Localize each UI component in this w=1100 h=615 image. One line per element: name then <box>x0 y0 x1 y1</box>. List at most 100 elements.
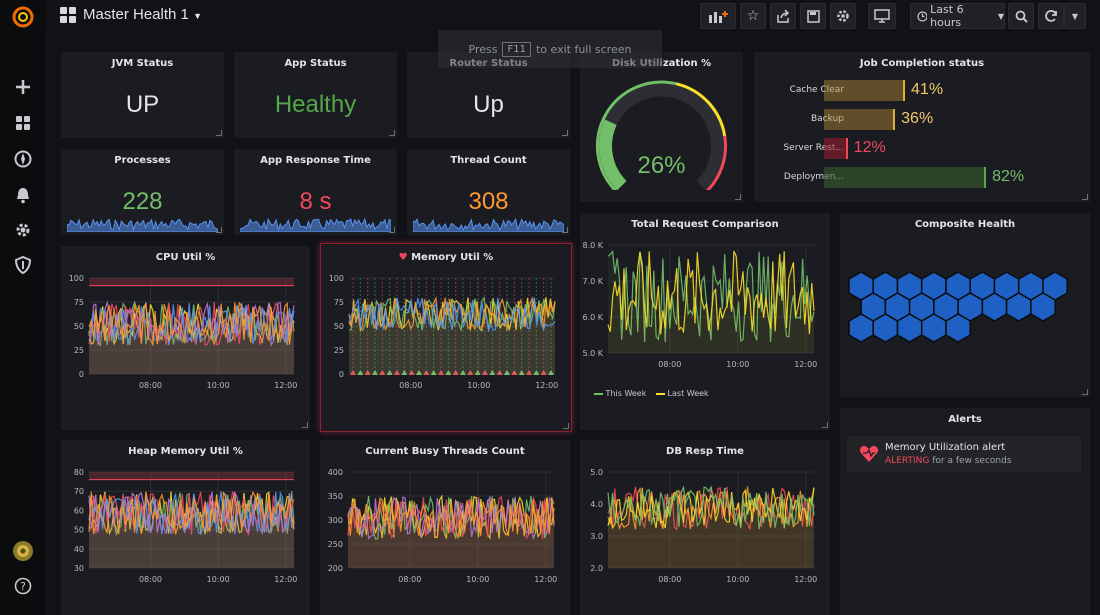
share-button[interactable] <box>770 3 796 29</box>
refresh-interval-dropdown[interactable]: ▼ <box>1064 3 1086 29</box>
series-line <box>607 485 815 530</box>
settings-gear-icon[interactable] <box>8 215 38 245</box>
y-tick-label: 80 <box>74 468 84 477</box>
y-tick-label: 0 <box>339 370 344 379</box>
panel-title: CPU Util % <box>155 252 216 263</box>
hexagon-cell <box>920 313 947 343</box>
panel-title: Current Busy Threads Count <box>365 446 525 457</box>
job-bar <box>824 138 848 159</box>
annotation-marker <box>548 370 554 375</box>
hexagon-cell <box>848 313 874 343</box>
router-status-value: Up <box>473 91 504 118</box>
panel-title: Total Request Comparison <box>631 219 779 230</box>
help-icon[interactable]: ? <box>8 571 38 601</box>
resize-handle[interactable] <box>1082 389 1088 395</box>
series-area <box>89 491 294 568</box>
db-resp-time-chart: 5.0 4.0 3.0 2.0 08:00 10:00 12:00 <box>590 468 817 584</box>
y-tick-label: 400 <box>328 468 343 477</box>
top-navbar: Master Health 1 ▼ ☆ Last 6 hours ▼ ▼ <box>46 0 1100 34</box>
resize-handle[interactable] <box>389 227 395 233</box>
hint-suffix: to exit full screen <box>535 42 632 56</box>
series-area <box>608 487 814 568</box>
job-row: Server Rest... 12% <box>754 138 1090 160</box>
refresh-button[interactable] <box>1038 3 1064 29</box>
save-icon <box>806 9 820 23</box>
panel-title: Alerts <box>948 414 982 425</box>
y-tick-label: 100 <box>329 274 344 283</box>
y-tick-label: 30 <box>74 564 84 573</box>
heart-alert-icon <box>859 445 879 462</box>
resize-handle[interactable] <box>562 227 568 233</box>
legend-swatch <box>594 392 603 395</box>
x-tick-label: 08:00 <box>658 360 681 369</box>
annotation-marker <box>460 370 466 375</box>
monitor-icon <box>874 9 890 23</box>
legend-item-this-week[interactable]: This Week <box>594 389 646 398</box>
annotation-marker <box>350 370 356 375</box>
y-tick-label: 50 <box>334 322 344 331</box>
y-tick-label: 60 <box>74 506 84 515</box>
y-tick-label: 200 <box>328 564 343 573</box>
series-area <box>89 302 294 374</box>
save-button[interactable] <box>800 3 826 29</box>
resize-handle[interactable] <box>302 422 308 428</box>
panel-title: Thread Count <box>450 155 527 166</box>
job-label: Cache Clear <box>789 85 844 95</box>
resize-handle[interactable] <box>216 227 222 233</box>
zoom-out-button[interactable] <box>1008 3 1034 29</box>
hint-key: F11 <box>502 41 531 57</box>
resize-handle[interactable] <box>562 130 568 136</box>
star-button[interactable]: ☆ <box>740 3 766 29</box>
alerts-panel: Alerts Memory Utilization alert ALERTING… <box>840 408 1090 615</box>
resize-handle[interactable] <box>822 422 828 428</box>
disk-utilization-panel: Disk Utilization % 26% <box>580 52 743 202</box>
time-range-picker[interactable]: Last 6 hours ▼ <box>910 3 1005 29</box>
job-label: Deploymen... <box>783 172 844 182</box>
legend-item-last-week[interactable]: Last Week <box>656 389 709 398</box>
alert-list-item[interactable]: Memory Utilization alert ALERTING for a … <box>847 436 1081 472</box>
resize-handle[interactable] <box>1082 194 1088 200</box>
panel-title: Processes <box>114 155 171 166</box>
y-tick-label: 5.0 <box>590 468 603 477</box>
app-status-panel: App Status Healthy <box>234 52 397 138</box>
composite-health-panel: Composite Health <box>840 213 1090 397</box>
chevron-down-icon: ▼ <box>1071 11 1079 21</box>
gauge-threshold-yellow <box>676 82 727 137</box>
series-line <box>607 250 815 335</box>
explore-compass-icon[interactable] <box>8 144 38 174</box>
alert-status: ALERTING for a few seconds <box>885 456 1012 466</box>
job-bar <box>824 80 905 101</box>
tv-mode-button[interactable] <box>868 3 896 29</box>
series-line <box>347 495 555 541</box>
y-tick-label: 25 <box>74 346 84 355</box>
annotation-marker <box>394 370 400 375</box>
legend-label: This Week <box>605 389 647 398</box>
annotation-marker <box>526 370 532 375</box>
gauge-threshold-red <box>705 135 727 190</box>
busy-threads-panel: Current Busy Threads Count 400 350 300 250 2… <box>320 440 570 615</box>
resize-handle[interactable] <box>563 423 569 429</box>
resize-handle[interactable] <box>389 130 395 136</box>
dashboard-title-picker[interactable]: Master Health 1 ▼ <box>83 6 202 23</box>
alerting-bell-icon[interactable] <box>8 180 38 210</box>
busy-threads-chart: 400 350 300 250 200 08:00 10:00 12:00 <box>328 468 558 584</box>
search-icon <box>1015 10 1028 23</box>
user-avatar-icon[interactable] <box>8 536 38 566</box>
disk-gauge <box>595 80 727 190</box>
resize-handle[interactable] <box>735 194 741 200</box>
heap-memory-panel: Heap Memory Util % 80 70 60 50 40 30 08:00 10:0… <box>61 440 310 615</box>
dashboards-icon[interactable] <box>8 108 38 138</box>
job-label: Server Rest... <box>783 143 844 153</box>
grafana-logo-icon[interactable] <box>8 2 38 32</box>
add-panel-button[interactable] <box>700 3 736 29</box>
x-tick-label: 10:00 <box>207 381 230 390</box>
y-tick-label: 75 <box>74 298 84 307</box>
fullscreen-hint: Press F11 to exit full screen <box>438 30 662 68</box>
annotation-marker <box>379 370 386 375</box>
panel-title: App Status <box>284 58 347 69</box>
hex-grid <box>848 271 1068 343</box>
settings-button[interactable] <box>830 3 856 29</box>
plus-icon[interactable] <box>8 72 38 102</box>
shield-icon[interactable] <box>8 250 38 280</box>
resize-handle[interactable] <box>216 130 222 136</box>
